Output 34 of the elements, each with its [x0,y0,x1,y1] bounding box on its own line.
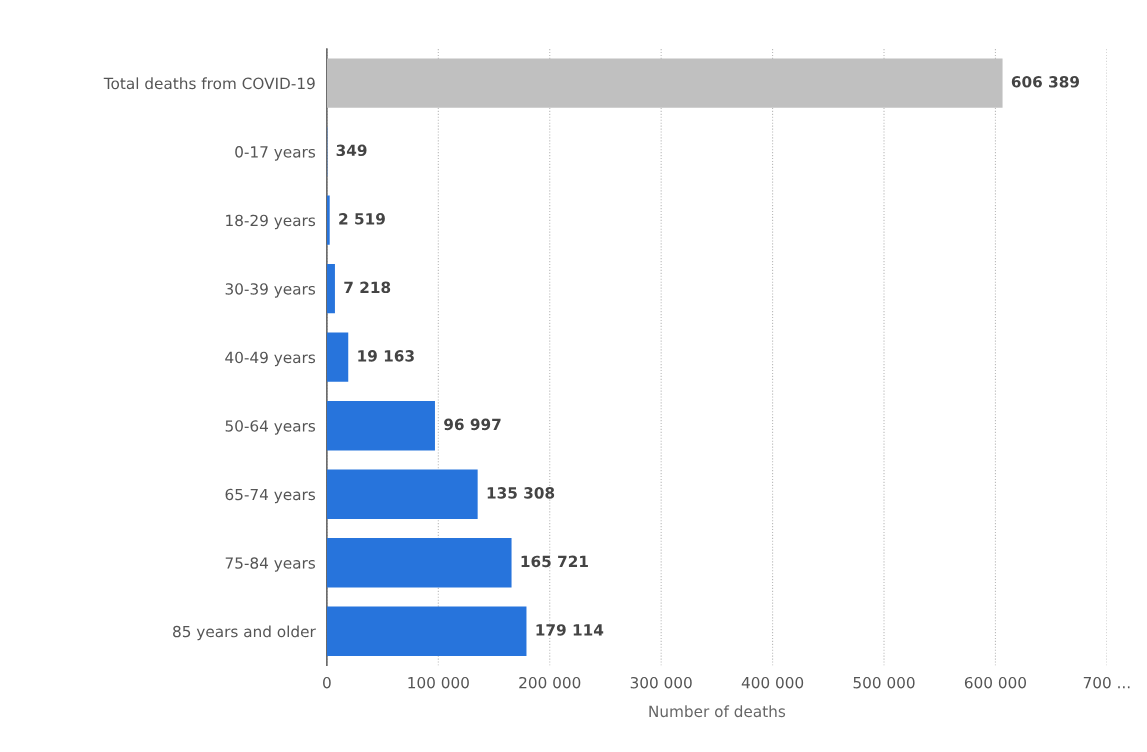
bar [326,401,435,451]
y-tick-label: 40-49 years [225,351,316,367]
y-tick-label: Total deaths from COVID-19 [103,77,315,90]
x-tick-label: 100 000 [408,676,469,689]
x-tick-label: 400 000 [741,676,804,689]
bar [326,469,478,519]
data-label: 349 [336,144,367,157]
y-tick-label: 75-84 years [225,557,316,572]
y-tick-label: 50-64 years [225,420,316,435]
y-tick-label: 0-17 years [235,146,316,161]
data-label: 179 114 [536,624,604,636]
x-tick-label: 600 000 [964,676,1027,689]
bar [326,264,335,314]
y-tick-label: 85 years and older [173,625,316,641]
data-label: 606 389 [1011,76,1080,88]
x-axis-title: Number of deaths [649,705,786,718]
data-label: 2 519 [339,213,385,225]
x-tick-label: 500 000 [853,676,915,689]
x-tick-label: 200 000 [519,676,581,689]
data-label: 7 218 [344,281,391,294]
x-tick-label: 0 [323,676,331,689]
bar [326,332,349,382]
bar [326,195,330,245]
y-tick-label: 18-29 years [226,214,316,230]
data-label: 165 721 [521,555,588,568]
bar [326,538,512,588]
data-label: 96 997 [444,418,501,431]
data-label: 19 163 [358,350,414,362]
x-tick-label: 300 000 [630,676,692,689]
y-tick-label: 65-74 years [225,488,316,504]
bar [326,606,527,656]
data-label: 135 308 [487,487,555,499]
y-tick-label: 30-39 years [225,283,316,298]
x-tick-label: 700 ... [1083,676,1130,689]
